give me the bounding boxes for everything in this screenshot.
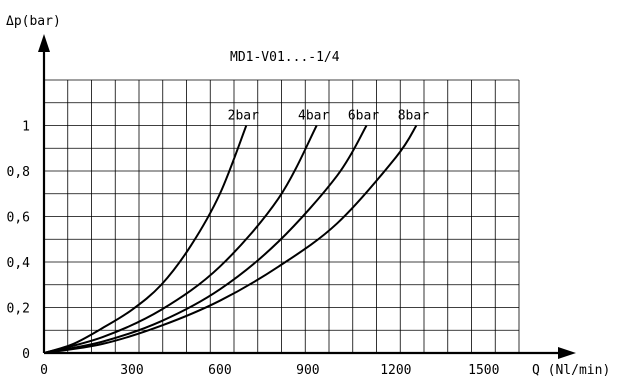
y-tick-label: 0,2: [7, 302, 30, 317]
series-label-2bar: 2bar: [228, 109, 259, 124]
x-tick-label: 0: [40, 363, 48, 378]
series-label-6bar: 6bar: [348, 109, 379, 124]
y-tick-label: 0: [22, 347, 30, 362]
y-tick-label: 0,4: [7, 256, 31, 271]
y-tick-label: 0,8: [7, 165, 30, 180]
x-axis-label: Q (Nl/min): [532, 363, 610, 378]
x-axis-arrow: [558, 347, 576, 359]
y-tick-label: 0,6: [7, 211, 30, 226]
axes: [38, 34, 576, 359]
series-line-2bar: [44, 125, 248, 353]
x-tick-label: 1500: [468, 363, 499, 378]
x-tick-label: 900: [296, 363, 319, 378]
series-label-4bar: 4bar: [298, 109, 329, 124]
series-label-8bar: 8bar: [398, 109, 429, 124]
series-line-4bar: [44, 125, 318, 353]
labels-layer: 0 300 600 900 1200 1500 0 0,2 0,4 0,6 0,8 1 2bar 4bar…: [7, 109, 500, 379]
series-line-6bar: [44, 124, 368, 353]
chart-title: MD1-V01...-1/4: [230, 50, 340, 65]
x-tick-label: 300: [120, 363, 143, 378]
grid-lines: [43, 79, 520, 354]
x-tick-label: 600: [208, 363, 231, 378]
y-axis-arrow: [38, 34, 50, 52]
y-tick-label: 1: [22, 120, 30, 135]
series-layer: [44, 124, 418, 353]
series-line-8bar: [44, 124, 418, 353]
y-axis-label: Δp(bar): [6, 14, 61, 29]
x-tick-label: 1200: [380, 363, 411, 378]
